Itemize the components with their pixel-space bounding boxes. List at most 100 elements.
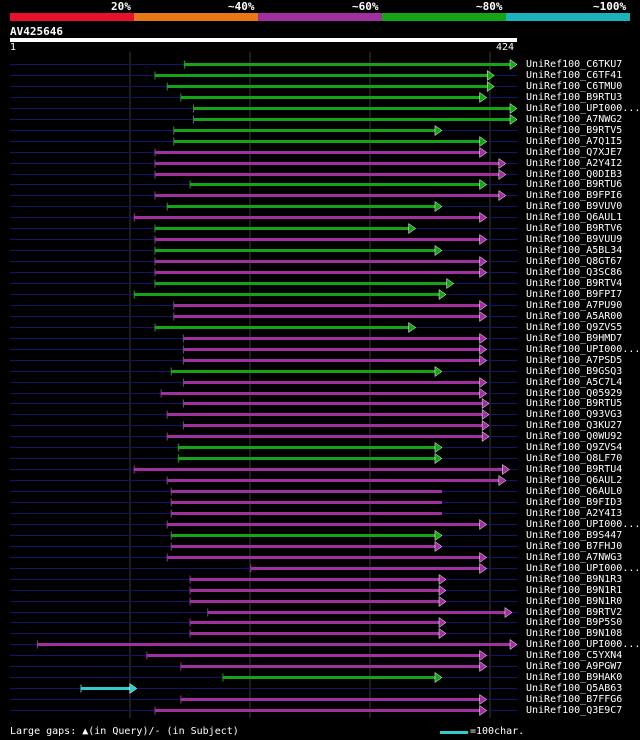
hit-alignment-bar — [183, 348, 481, 351]
hit-end-arrow — [481, 431, 490, 442]
hit-end-arrow — [408, 322, 417, 333]
hit-label[interactable]: UniRef100_C6TMU0 — [526, 80, 623, 92]
hit-end-arrow — [434, 530, 443, 541]
hit-label[interactable]: UniRef100_A2Y4I2 — [526, 157, 623, 169]
hit-label[interactable]: UniRef100_Q6AUL2 — [526, 474, 623, 486]
hit-alignment-bar — [167, 413, 484, 416]
hit-end-arrow — [498, 158, 507, 169]
hit-label[interactable]: UniRef100_B9S447 — [526, 529, 623, 541]
scale-legend: =100char. — [470, 726, 525, 737]
query-end-tick: 424 — [496, 42, 515, 53]
hit-alignment-bar — [180, 96, 481, 99]
hit-label[interactable]: UniRef100_A7Q1I5 — [526, 135, 623, 147]
hit-label[interactable]: UniRef100_B9FPI6 — [526, 189, 623, 201]
hit-label[interactable]: UniRef100_Q93VG3 — [526, 408, 623, 420]
hit-label[interactable]: UniRef100_A9PGW7 — [526, 660, 623, 672]
hit-end-arrow — [479, 179, 488, 190]
hit-label[interactable]: UniRef100_B9RTU6 — [526, 178, 623, 190]
hit-end-arrow — [438, 585, 447, 596]
hit-label[interactable]: UniRef100_B9N108 — [526, 627, 623, 639]
hit-label[interactable]: UniRef100_Q0WU92 — [526, 430, 623, 442]
hit-end-arrow — [479, 212, 488, 223]
hit-label[interactable]: UniRef100_C5YXN4 — [526, 649, 623, 661]
hit-label[interactable]: UniRef100_B7FHJ0 — [526, 540, 623, 552]
hit-end-arrow — [479, 267, 488, 278]
hit-label[interactable]: UniRef100_Q0DIB3 — [526, 168, 623, 180]
hit-label[interactable]: UniRef100_B9RTV2 — [526, 606, 623, 618]
hit-label[interactable]: UniRef100_A2Y4I3 — [526, 507, 623, 519]
hit-label[interactable]: UniRef100_B9RTU3 — [526, 91, 623, 103]
hit-end-arrow — [486, 81, 495, 92]
hit-label[interactable]: UniRef100_B9HAK0 — [526, 671, 623, 683]
hit-label[interactable]: UniRef100_Q9ZVS4 — [526, 441, 623, 453]
hit-label[interactable]: UniRef100_B9N1R1 — [526, 584, 623, 596]
hit-label[interactable]: UniRef100_Q3KU27 — [526, 419, 623, 431]
hit-label[interactable]: UniRef100_B9RTV6 — [526, 222, 623, 234]
hit-label[interactable]: UniRef100_B9VUU9 — [526, 233, 623, 245]
hit-label[interactable]: UniRef100_UPI000... — [526, 102, 640, 114]
query-start-tick: 1 — [10, 42, 17, 53]
hit-end-arrow — [479, 661, 488, 672]
hit-label[interactable]: UniRef100_A7PU90 — [526, 299, 623, 311]
hit-label[interactable]: UniRef100_B9RTV4 — [526, 277, 623, 289]
hit-label[interactable]: UniRef100_A7NWG2 — [526, 113, 623, 125]
hit-label[interactable]: UniRef100_B9FID3 — [526, 496, 623, 508]
hit-label[interactable]: UniRef100_Q5AB63 — [526, 682, 623, 694]
hit-alignment-bar — [167, 556, 481, 559]
hit-label[interactable]: UniRef100_A7NWG3 — [526, 551, 623, 563]
hit-label[interactable]: UniRef100_Q05929 — [526, 387, 623, 399]
scale-bar — [440, 731, 468, 734]
hit-label[interactable]: UniRef100_A7PSD5 — [526, 354, 623, 366]
hit-alignment-bar — [167, 479, 500, 482]
hit-label[interactable]: UniRef100_Q3E9C7 — [526, 704, 623, 716]
legend-label: 20% — [111, 0, 131, 13]
hit-label[interactable]: UniRef100_UPI000... — [526, 562, 640, 574]
hit-alignment-bar — [155, 249, 436, 252]
hit-label[interactable]: UniRef100_B9RTV5 — [526, 124, 623, 136]
hit-alignment-bar — [171, 501, 442, 504]
hit-label[interactable]: UniRef100_UPI000... — [526, 343, 640, 355]
hit-end-arrow — [438, 628, 447, 639]
hit-label[interactable]: UniRef100_B9P5S0 — [526, 616, 623, 628]
hit-end-arrow — [479, 136, 488, 147]
hit-end-arrow — [498, 190, 507, 201]
hit-label[interactable]: UniRef100_Q7XJE7 — [526, 146, 623, 158]
hit-label[interactable]: UniRef100_B9N1R0 — [526, 595, 623, 607]
hit-label[interactable]: UniRef100_B9RTU5 — [526, 397, 623, 409]
hit-label[interactable]: UniRef100_A5C7L4 — [526, 376, 623, 388]
hit-alignment-bar — [155, 282, 448, 285]
hit-label[interactable]: UniRef100_B9HMD7 — [526, 332, 623, 344]
hit-label[interactable]: UniRef100_Q8GT67 — [526, 255, 623, 267]
hit-label[interactable]: UniRef100_UPI000... — [526, 638, 640, 650]
hit-end-arrow — [434, 366, 443, 377]
hit-end-arrow — [408, 223, 417, 234]
hit-label[interactable]: UniRef100_B9GSQ3 — [526, 365, 623, 377]
hit-end-arrow — [509, 59, 518, 70]
hit-end-arrow — [434, 201, 443, 212]
hit-label[interactable]: UniRef100_A5BL34 — [526, 244, 623, 256]
legend-label: ~60% — [352, 0, 379, 13]
hit-label[interactable]: UniRef100_B9RTU4 — [526, 463, 623, 475]
hit-alignment-bar — [155, 260, 481, 263]
legend-label: ~40% — [228, 0, 255, 13]
hit-alignment-bar — [155, 151, 481, 154]
hit-label[interactable]: UniRef100_B9N1R3 — [526, 573, 623, 585]
hit-label[interactable]: UniRef100_B9FPI7 — [526, 288, 623, 300]
hit-label[interactable]: UniRef100_Q6AUL1 — [526, 211, 623, 223]
hit-label[interactable]: UniRef100_Q9ZVS5 — [526, 321, 623, 333]
hit-end-arrow — [479, 234, 488, 245]
hit-label[interactable]: UniRef100_UPI000... — [526, 518, 640, 530]
hit-label[interactable]: UniRef100_B9VUV0 — [526, 200, 623, 212]
hit-end-arrow — [479, 705, 488, 716]
hit-label[interactable]: UniRef100_A5AR00 — [526, 310, 623, 322]
hit-alignment-bar — [134, 216, 481, 219]
hit-label[interactable]: UniRef100_Q8LF70 — [526, 452, 623, 464]
hit-label[interactable]: UniRef100_C6TKU7 — [526, 58, 623, 70]
hit-label[interactable]: UniRef100_C6TF41 — [526, 69, 623, 81]
hit-label[interactable]: UniRef100_Q3SC86 — [526, 266, 623, 278]
hit-label[interactable]: UniRef100_Q6AUL0 — [526, 485, 623, 497]
hit-end-arrow — [498, 475, 507, 486]
hit-alignment-bar — [180, 698, 481, 701]
hit-label[interactable]: UniRef100_B7FFG6 — [526, 693, 623, 705]
hit-end-arrow — [434, 672, 443, 683]
